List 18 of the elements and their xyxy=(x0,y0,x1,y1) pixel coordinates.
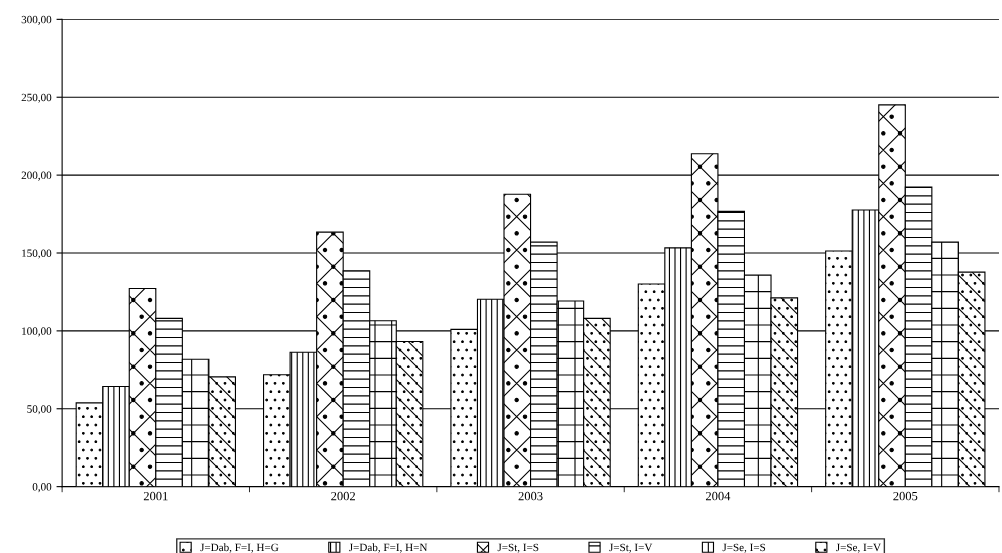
legend-label: J=St, I=V xyxy=(609,543,653,553)
legend-label: J=Dab, F=I, H=N xyxy=(348,543,428,553)
legend-label: J=St, I=S xyxy=(497,543,539,553)
x-tick-label: 2001 xyxy=(143,491,168,501)
x-tick-label: 2005 xyxy=(893,491,918,501)
x-tick-label: 2004 xyxy=(705,491,731,501)
y-tick-label: 0,00 xyxy=(32,483,52,493)
y-tick-label: 100,00 xyxy=(22,327,52,337)
legend-label: J=Se, I=S xyxy=(722,543,766,553)
y-tick-label: 50,00 xyxy=(27,405,52,415)
legend-label: J=Dab, F=I, H=G xyxy=(200,543,279,553)
x-tick-label: 2002 xyxy=(331,491,355,501)
x-tick-label: 2003 xyxy=(518,491,543,501)
y-tick-label: 300,00 xyxy=(21,15,52,25)
y-tick-label: 150,00 xyxy=(22,249,52,259)
y-tick-label: 200,00 xyxy=(21,171,52,181)
y-tick-label: 250,00 xyxy=(21,93,52,103)
legend-label: J=Se, I=V xyxy=(836,543,881,553)
